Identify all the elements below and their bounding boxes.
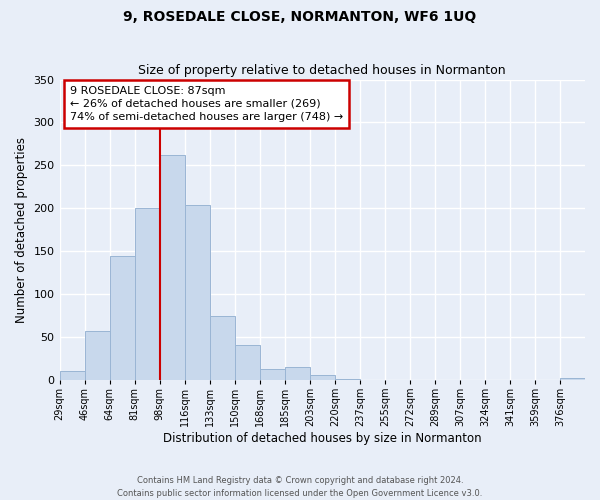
Bar (560, 378, 585, 380)
Bar (85, 331, 110, 380)
Bar (285, 367, 310, 380)
Bar (110, 256, 134, 380)
Bar (335, 379, 360, 380)
Bar (59, 372, 85, 380)
Bar (209, 316, 235, 380)
Bar (235, 345, 260, 380)
Bar (260, 369, 285, 380)
Bar (185, 205, 209, 380)
Bar (160, 155, 185, 380)
Text: 9 ROSEDALE CLOSE: 87sqm
← 26% of detached houses are smaller (269)
74% of semi-d: 9 ROSEDALE CLOSE: 87sqm ← 26% of detache… (70, 86, 343, 122)
Text: Contains HM Land Registry data © Crown copyright and database right 2024.
Contai: Contains HM Land Registry data © Crown c… (118, 476, 482, 498)
X-axis label: Distribution of detached houses by size in Normanton: Distribution of detached houses by size … (163, 432, 482, 445)
Title: Size of property relative to detached houses in Normanton: Size of property relative to detached ho… (139, 64, 506, 77)
Bar (310, 375, 335, 380)
Text: 9, ROSEDALE CLOSE, NORMANTON, WF6 1UQ: 9, ROSEDALE CLOSE, NORMANTON, WF6 1UQ (124, 10, 476, 24)
Bar (134, 208, 160, 380)
Y-axis label: Number of detached properties: Number of detached properties (15, 137, 28, 323)
